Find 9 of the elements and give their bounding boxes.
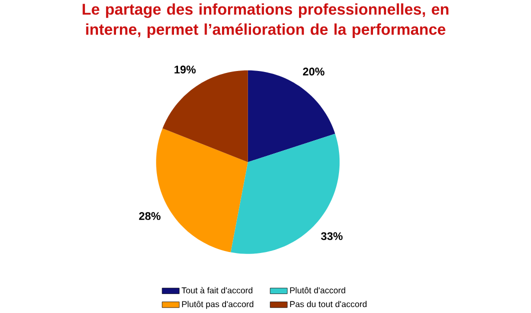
data-label: 28% bbox=[139, 212, 161, 220]
data-label: 19% bbox=[174, 66, 196, 74]
data-label: 33% bbox=[321, 232, 343, 240]
legend-label: Pas du tout d'accord bbox=[290, 301, 367, 308]
chart-title: Le partage des informations professionnelles, en interne, permet l’amélioration de la performance bbox=[82, 4, 448, 38]
data-label: 20% bbox=[302, 68, 324, 76]
legend-label: Plutôt d'accord bbox=[290, 287, 346, 294]
legend-label: Tout à fait d'accord bbox=[182, 287, 252, 294]
legend-label: Plutôt pas d'accord bbox=[182, 301, 254, 310]
